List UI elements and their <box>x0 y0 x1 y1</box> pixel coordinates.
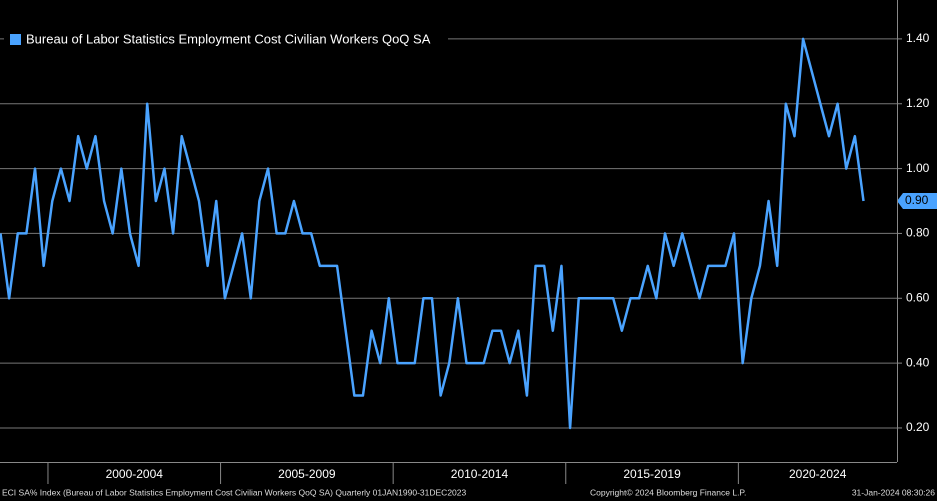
x-group-label: 2015-2019 <box>623 467 681 481</box>
x-group-label: 2010-2014 <box>451 467 509 481</box>
x-axis-line <box>0 462 897 463</box>
legend-label: Bureau of Labor Statistics Employment Co… <box>26 31 431 46</box>
plot: 0.20 0.40 0.60 0.80 1.00 1.20 1.40 2000-2004 200… <box>0 31 937 484</box>
y-tick-label: 0.80 <box>906 226 930 240</box>
y-tick-label: 0.20 <box>906 420 930 434</box>
x-group-label: 2000-2004 <box>106 467 164 481</box>
legend-box <box>4 28 448 52</box>
footer-left: ECI SA% Index (Bureau of Labor Statistic… <box>2 487 467 497</box>
y-tick-label: 1.00 <box>906 161 930 175</box>
x-group-label: 2020-2024 <box>789 467 847 481</box>
x-group-label: 2005-2009 <box>278 467 336 481</box>
y-axis-line <box>897 0 898 462</box>
last-value-label: 0.90 <box>905 193 929 207</box>
legend-swatch <box>10 34 21 45</box>
y-tick-label: 1.40 <box>906 31 930 45</box>
series-line <box>0 37 865 430</box>
last-value-box <box>897 193 937 210</box>
footer-right: 31-Jan-2024 08:30:26 <box>852 487 935 497</box>
footer-center: Copyright© 2024 Bloomberg Finance L.P. <box>590 487 746 497</box>
y-tick-label: 0.60 <box>906 290 930 304</box>
y-tick-label: 0.40 <box>906 355 930 369</box>
y-tick-label: 1.20 <box>906 96 930 110</box>
